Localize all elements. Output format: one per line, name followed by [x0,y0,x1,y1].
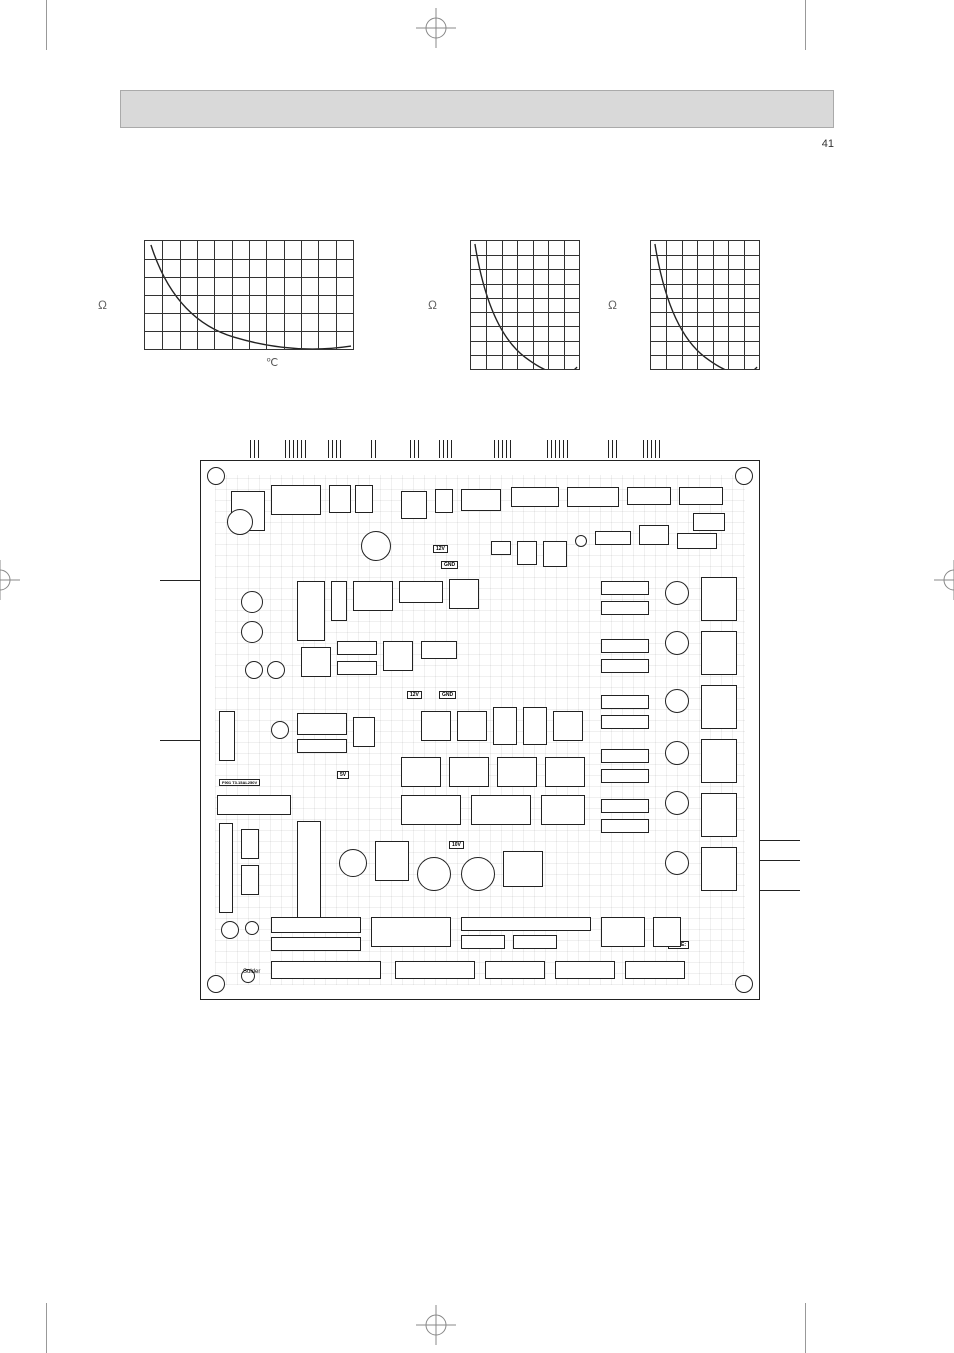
pcb-label-fuse: F901 T3.15AL250V [219,779,260,786]
chart-1: Ω ℃ [120,240,400,370]
page-number: 41 [120,138,834,150]
pcb-top-connectors [250,440,660,458]
chart-grid [144,240,354,350]
chart-grid [470,240,580,370]
pcb-board: 12V GND GND 12V 5V 10V F901 T3.15AL250V … [200,460,760,1000]
pcb-label-5v: 5V [337,771,349,779]
page-content: 41 Ω ℃ Ω Ω [120,90,834,1000]
x-axis-label: ℃ [144,356,400,369]
registration-mark [934,560,954,600]
pcb-label-solder: Solder [243,969,260,975]
y-axis-label: Ω [98,298,107,312]
y-axis-label: Ω [608,298,617,312]
chart-grid [650,240,760,370]
pcb-diagram: 12V GND GND 12V 5V 10V F901 T3.15AL250V … [200,460,760,1000]
registration-mark [416,1305,456,1345]
pcb-label-gnd: GND [439,691,456,699]
pcb-label-10v: 10V [449,841,464,849]
chart-3: Ω [630,240,770,370]
charts-row: Ω ℃ Ω Ω [120,240,834,370]
chart-2: Ω [450,240,590,370]
pcb-label-12v: 12V [433,545,448,553]
pcb-label-gnd: GND [441,561,458,569]
header-bar [120,90,834,128]
pcb-label-12v: 12V [407,691,422,699]
registration-mark [0,560,20,600]
y-axis-label: Ω [428,298,437,312]
registration-mark [416,8,456,48]
